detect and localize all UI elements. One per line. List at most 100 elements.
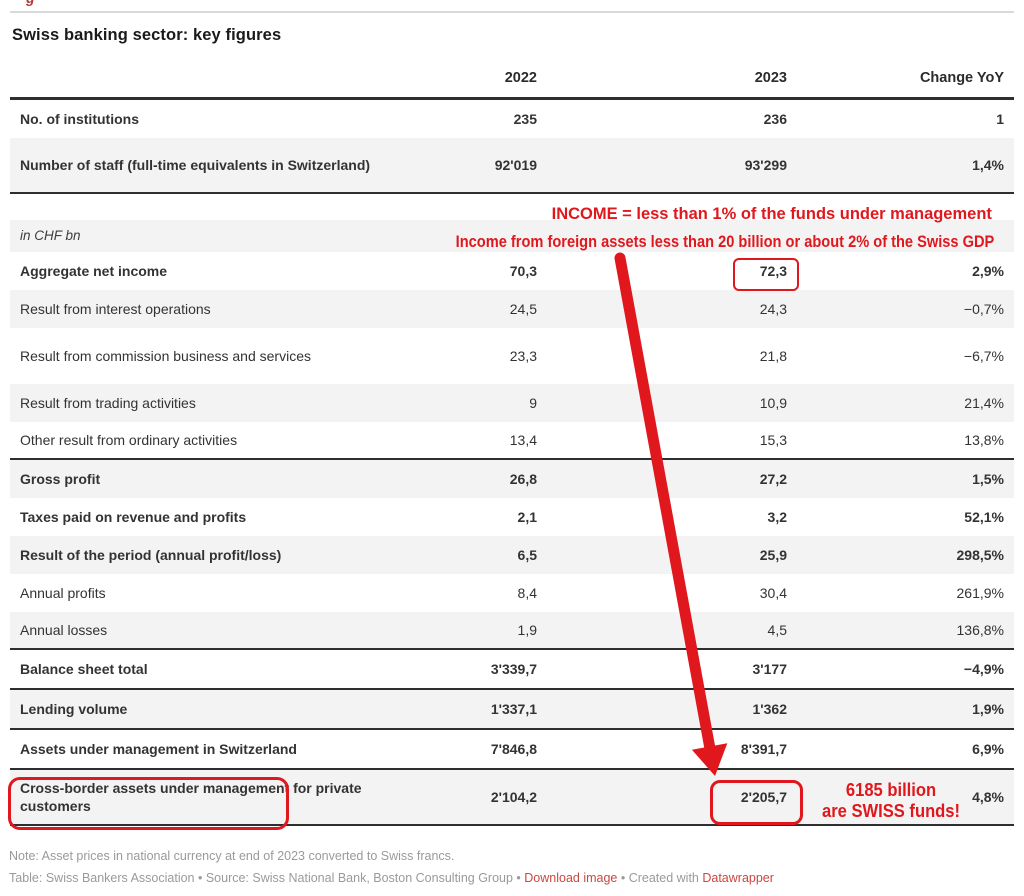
value-change-yoy: 52,1%: [964, 508, 1004, 525]
value-2023: 27,2: [759, 470, 787, 487]
row-label: Number of staff (full-time equivalents i…: [20, 156, 371, 173]
value-2022: 1,9: [517, 621, 537, 638]
annotation-income-line1: INCOME = less than 1% of the funds under…: [551, 204, 992, 223]
value-2023: 236: [763, 110, 787, 127]
value-change-yoy: −6,7%: [963, 347, 1004, 364]
footer-note: Note: Asset prices in national currency …: [9, 849, 455, 863]
header-col-2023: 2023: [754, 70, 787, 87]
table-row: Assets under management in Switzerland 7'…: [10, 730, 1014, 770]
value-2023: 4,5: [767, 621, 787, 638]
value-2023: 25,9: [759, 546, 787, 563]
value-change-yoy: 2,9%: [972, 262, 1004, 279]
chart-title: Swiss banking sector: key figures: [12, 26, 282, 44]
table-row: Result from trading activities 9 10,9 21,4%: [10, 384, 1014, 422]
table-row: Gross profit 26,8 27,2 1,5%: [10, 460, 1014, 498]
annotation-income-line2: Income from foreign assets less than 20 …: [455, 232, 994, 251]
row-label: Result of the period (annual profit/loss…: [20, 546, 282, 563]
table-row: Result from interest operations 24,5 24,3 −…: [10, 290, 1014, 328]
row-label: Annual profits: [20, 584, 106, 601]
value-2023: 24,3: [759, 300, 787, 317]
value-2022: 70,3: [509, 262, 537, 279]
value-change-yoy: 136,8%: [956, 621, 1004, 638]
value-2022: 3'339,7: [490, 660, 537, 677]
value-2023: 3'177: [752, 660, 787, 677]
row-label: Gross profit: [20, 470, 101, 487]
value-2023: 30,4: [759, 584, 787, 601]
table-unit-row: in CHF bn: [10, 220, 1014, 252]
table-row: Cross-border assets under management for…: [10, 770, 1014, 826]
value-change-yoy: 6,9%: [972, 740, 1004, 757]
row-label: Aggregate net income: [20, 262, 168, 279]
highlight-box-crossborder-label: [8, 777, 289, 830]
value-2023: 93'299: [744, 156, 787, 173]
value-2023: 3,2: [767, 508, 787, 525]
table-row: Other result from ordinary activities 13,…: [10, 422, 1014, 460]
row-label: Cross-border assets under management for…: [20, 779, 362, 814]
value-change-yoy: 1,4%: [972, 156, 1004, 173]
row-label: Annual losses: [20, 621, 108, 638]
value-2022: 6,5: [517, 546, 537, 563]
value-change-yoy: 21,4%: [964, 394, 1004, 411]
value-2022: 13,4: [509, 431, 537, 448]
value-change-yoy: 261,9%: [956, 584, 1004, 601]
row-label: Other result from ordinary activities: [20, 431, 238, 448]
datawrapper-link[interactable]: Datawrapper: [702, 871, 774, 885]
value-2022: 26,8: [509, 470, 537, 487]
credits-text: Table: Swiss Bankers Association • Sourc…: [9, 871, 525, 885]
footer-credits: Table: Swiss Bankers Association • Sourc…: [9, 871, 774, 885]
table-row: Result of the period (annual profit/loss…: [10, 536, 1014, 574]
header-col-2022: 2022: [504, 70, 537, 87]
row-label: Assets under management in Switzerland: [20, 740, 297, 757]
table-row: Aggregate net income 70,3 72,3 2,9%: [10, 252, 1014, 290]
header-col-change-yoy: Change YoY: [919, 70, 1004, 87]
top-divider-line: [10, 11, 1014, 13]
value-change-yoy: 1,9%: [972, 700, 1004, 717]
value-change-yoy: 298,5%: [956, 546, 1004, 563]
value-2022: 2,1: [517, 508, 537, 525]
value-2022: 92'019: [494, 156, 537, 173]
value-change-yoy: 13,8%: [964, 431, 1004, 448]
value-2023: 15,3: [759, 431, 787, 448]
cropped-text-fragment: g: [26, 0, 44, 8]
row-label: Result from interest operations: [20, 300, 211, 317]
value-change-yoy: 1: [996, 110, 1004, 127]
value-2022: 9: [529, 394, 537, 411]
value-2022: 8,4: [517, 584, 537, 601]
row-label: Balance sheet total: [20, 660, 148, 677]
table-row: Lending volume 1'337,1 1'362 1,9%: [10, 690, 1014, 730]
value-2022: 24,5: [509, 300, 537, 317]
download-image-link[interactable]: Download image: [524, 871, 618, 885]
value-2023: 72,3: [759, 262, 787, 279]
value-2023: 2'205,7: [740, 788, 787, 805]
row-label: Lending volume: [20, 700, 128, 717]
row-label: Result from commission business and serv…: [20, 347, 311, 364]
value-2023: 8'391,7: [740, 740, 787, 757]
highlight-box-crossborder-2023: [710, 780, 803, 825]
created-with-text: Created with: [628, 871, 703, 885]
table-row: Number of staff (full-time equivalents i…: [10, 138, 1014, 194]
value-change-yoy: 4,8%: [972, 788, 1004, 805]
value-2022: 23,3: [509, 347, 537, 364]
value-2023: 10,9: [759, 394, 787, 411]
value-change-yoy: 1,5%: [972, 470, 1004, 487]
value-2022: 2'104,2: [490, 788, 537, 805]
table-header-row: 2022 2023 Change YoY: [10, 60, 1014, 100]
credits-separator: •: [617, 871, 629, 885]
value-2022: 235: [513, 110, 537, 127]
table-row: No. of institutions 235 236 1: [10, 100, 1014, 138]
value-2022: 7'846,8: [490, 740, 537, 757]
annotation-swiss-funds: 6185 billion are SWISS funds!: [821, 780, 961, 821]
row-label: Taxes paid on revenue and profits: [20, 508, 247, 525]
table-row: Balance sheet total 3'339,7 3'177 −4,9%: [10, 650, 1014, 690]
table-row: Annual profits 8,4 30,4 261,9%: [10, 574, 1014, 612]
key-figures-table: 2022 2023 Change YoY No. of institutions…: [10, 60, 1014, 826]
value-change-yoy: −0,7%: [963, 300, 1004, 317]
value-change-yoy: −4,9%: [963, 660, 1004, 677]
value-2023: 21,8: [759, 347, 787, 364]
table-row: Taxes paid on revenue and profits 2,1 3,2 5…: [10, 498, 1014, 536]
table-body: No. of institutions 235 236 1 Number of staf…: [10, 100, 1014, 826]
table-row: Result from commission business and serv…: [10, 328, 1014, 384]
value-2023: 1'362: [752, 700, 787, 717]
row-label: Result from trading activities: [20, 394, 196, 411]
